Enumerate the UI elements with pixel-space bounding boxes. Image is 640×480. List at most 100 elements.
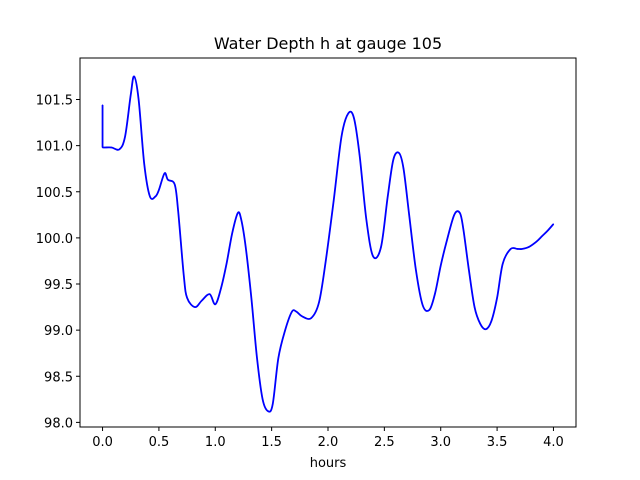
- data-point: [158, 189, 160, 191]
- data-point: [214, 303, 216, 305]
- data-point: [163, 172, 166, 174]
- data-point: [174, 183, 176, 185]
- data-point: [408, 214, 410, 216]
- data-point: [245, 246, 247, 248]
- data-point: [110, 146, 113, 149]
- data-point: [231, 232, 233, 234]
- data-point: [149, 195, 151, 197]
- data-point: [167, 179, 169, 181]
- x-tick-label: 1.0: [205, 435, 226, 450]
- data-point: [256, 357, 258, 359]
- data-point: [552, 223, 555, 225]
- data-point: [358, 154, 361, 156]
- data-point: [496, 297, 498, 299]
- data-point: [392, 158, 394, 161]
- x-tick-label: 3.5: [487, 435, 508, 450]
- data-point: [541, 235, 543, 237]
- data-point: [291, 311, 293, 313]
- series-layer: [101, 75, 555, 413]
- data-point: [295, 311, 298, 313]
- data-point: [310, 317, 312, 319]
- data-point: [220, 288, 222, 290]
- data-point: [240, 218, 242, 221]
- data-point: [130, 94, 132, 96]
- data-point: [277, 357, 279, 359]
- data-point: [138, 98, 140, 101]
- data-point: [380, 246, 382, 248]
- data-point: [225, 263, 228, 265]
- data-point: [325, 260, 327, 262]
- data-point: [535, 240, 538, 243]
- data-point: [459, 212, 461, 214]
- y-tick-label: 99.5: [44, 278, 73, 293]
- y-tick-label: 101.0: [36, 140, 73, 155]
- x-tick-label: 4.0: [543, 435, 564, 450]
- data-point: [194, 306, 196, 308]
- data-point: [353, 117, 355, 119]
- data-point: [177, 209, 179, 211]
- data-point: [118, 148, 121, 150]
- chart-title: Water Depth h at gauge 105: [214, 34, 442, 53]
- data-point: [183, 274, 185, 276]
- data-point: [402, 168, 405, 170]
- y-tick-label: 98.5: [44, 370, 73, 385]
- data-point: [387, 195, 389, 197]
- x-tick-label: 1.5: [261, 435, 282, 450]
- data-point: [250, 297, 252, 299]
- data-point: [340, 135, 343, 138]
- x-tick-label: 2.0: [318, 435, 339, 450]
- data-point: [284, 329, 286, 331]
- y-tick-label: 100.0: [36, 232, 73, 247]
- data-point: [462, 228, 464, 230]
- data-point: [490, 320, 493, 322]
- data-point: [547, 229, 549, 232]
- x-tick-label: 0.0: [92, 435, 113, 450]
- data-point: [468, 269, 470, 271]
- data-point: [262, 398, 264, 400]
- x-tick-label: 3.0: [430, 435, 451, 450]
- plot-area-frame: [79, 57, 577, 428]
- data-point: [272, 403, 274, 405]
- data-point: [143, 163, 145, 165]
- data-point: [237, 212, 239, 214]
- data-point: [133, 75, 135, 78]
- data-point: [347, 112, 349, 114]
- x-tick-label: 2.5: [374, 435, 395, 450]
- data-point: [186, 297, 188, 299]
- data-point: [502, 263, 504, 265]
- data-point: [428, 309, 431, 311]
- y-tick-label: 101.5: [36, 94, 73, 109]
- data-point: [318, 301, 320, 304]
- data-point: [422, 304, 424, 306]
- data-point: [333, 200, 335, 202]
- data-point: [528, 246, 530, 248]
- data-point: [485, 328, 487, 330]
- data-point: [445, 241, 447, 244]
- data-point: [473, 306, 476, 308]
- x-axis-label: hours: [310, 456, 347, 471]
- data-point: [398, 152, 400, 154]
- data-point: [440, 264, 442, 267]
- x-tick-label: 0.5: [149, 435, 170, 450]
- y-tick-label: 99.0: [44, 324, 73, 339]
- data-point: [104, 146, 106, 149]
- data-point: [154, 195, 157, 197]
- tick-layer: 0.0 0.5 1.0 1.5 2.0 2.5 3.0 3.5 4.0 98.0 98.5 99.0 9…: [36, 94, 564, 450]
- data-point: [479, 323, 481, 325]
- data-point: [124, 135, 126, 138]
- data-point: [101, 104, 104, 106]
- data-point: [209, 293, 211, 295]
- data-point: [101, 146, 104, 149]
- data-point: [521, 248, 523, 250]
- data-point: [434, 292, 436, 294]
- data-point: [415, 269, 417, 271]
- y-tick-label: 100.5: [36, 186, 73, 201]
- data-point: [301, 315, 303, 317]
- data-point: [516, 248, 518, 250]
- y-tick-label: 98.0: [44, 416, 73, 431]
- data-point: [453, 214, 455, 216]
- data-point: [201, 300, 203, 302]
- data-point: [510, 248, 512, 250]
